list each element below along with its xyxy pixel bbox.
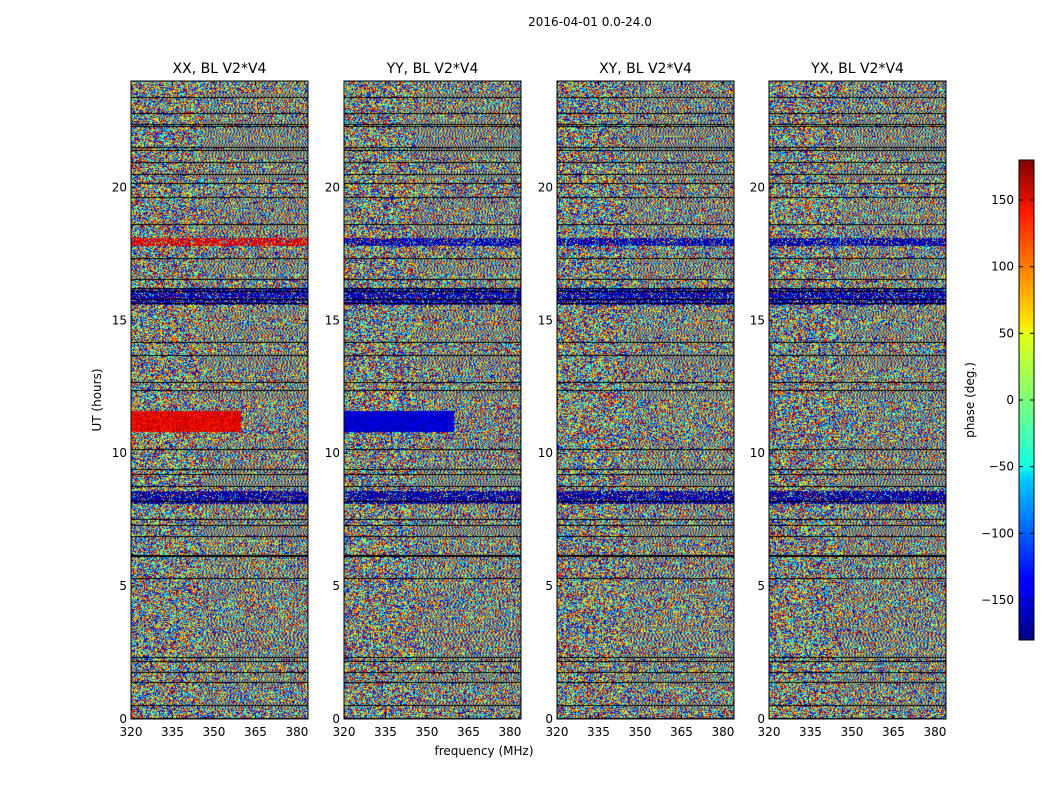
y-tick-label: 15 — [112, 313, 127, 327]
x-tick-label: 380 — [498, 725, 521, 739]
y-tick-label: 10 — [325, 446, 340, 460]
panel-frame — [768, 80, 947, 720]
y-tick-label: 5 — [545, 579, 553, 593]
y-tick-label: 0 — [545, 712, 553, 726]
x-tick-label: 335 — [374, 725, 397, 739]
panel-4: YX, BL V2*V4 320 335 350 365 380 0 5 10 15 20 — [750, 61, 947, 739]
colorbar-tick-label: −150 — [981, 593, 1014, 607]
x-tick-label: 380 — [711, 725, 734, 739]
y-tick-label: 5 — [332, 579, 340, 593]
x-tick-label: 320 — [120, 725, 143, 739]
panel-frame — [343, 80, 522, 720]
y-tick-label: 0 — [332, 712, 340, 726]
heatmap-panel-3 — [557, 81, 734, 719]
colorbar-tick-label: −100 — [981, 526, 1014, 540]
y-tick-label: 15 — [750, 313, 765, 327]
panel-frame — [556, 80, 735, 720]
heatmap-panel-1 — [131, 81, 308, 719]
y-tick-label: 10 — [750, 446, 765, 460]
panel-title: XX, BL V2*V4 — [173, 61, 267, 77]
y-tick-label: 20 — [538, 180, 553, 194]
y-tick-label: 20 — [750, 180, 765, 194]
y-axis-label: UT (hours) — [90, 368, 104, 431]
x-tick-label: 335 — [161, 725, 184, 739]
colorbar-tick-label: 0 — [1006, 393, 1014, 407]
x-tick-label: 380 — [923, 725, 946, 739]
y-tick-label: 10 — [112, 446, 127, 460]
x-tick-label: 335 — [799, 725, 822, 739]
x-tick-label: 365 — [882, 725, 905, 739]
x-tick-label: 350 — [416, 725, 439, 739]
colorbar-label: phase (deg.) — [963, 362, 977, 438]
panel-1: XX, BL V2*V4 320 335 350 365 380 0 5 10 15 20 — [112, 61, 309, 739]
heatmap-panel-4 — [769, 81, 946, 719]
colorbar-tick-label: 150 — [991, 193, 1014, 207]
panel-title: YY, BL V2*V4 — [386, 61, 479, 77]
x-tick-label: 320 — [758, 725, 781, 739]
y-tick-label: 5 — [119, 579, 127, 593]
panel-2: YY, BL V2*V4 320 335 350 365 380 0 5 10 15 20 — [325, 61, 522, 739]
panel-title: XY, BL V2*V4 — [599, 61, 692, 77]
panel-3: XY, BL V2*V4 320 335 350 365 380 0 5 10 15 20 — [538, 61, 735, 739]
y-tick-label: 5 — [757, 579, 765, 593]
x-tick-label: 365 — [457, 725, 480, 739]
panel-frame — [130, 80, 309, 720]
x-tick-label: 350 — [841, 725, 864, 739]
x-tick-label: 350 — [629, 725, 652, 739]
x-tick-label: 335 — [587, 725, 610, 739]
colorbar-ticks: −150 −100 −50 0 50 100 150 — [981, 193, 1034, 607]
x-tick-label: 350 — [203, 725, 226, 739]
y-tick-label: 0 — [119, 712, 127, 726]
y-tick-label: 15 — [325, 313, 340, 327]
colorbar-tick-label: 100 — [991, 260, 1014, 274]
colorbar-tick-label: −50 — [989, 460, 1014, 474]
panel-title: YX, BL V2*V4 — [810, 61, 904, 77]
y-tick-label: 10 — [538, 446, 553, 460]
y-tick-label: 15 — [538, 313, 553, 327]
colorbar-tick-label: 50 — [999, 326, 1014, 340]
x-axis-label: frequency (MHz) — [434, 744, 533, 758]
x-tick-label: 320 — [333, 725, 356, 739]
figure-title: 2016-04-01 0.0-24.0 — [528, 15, 652, 29]
x-tick-label: 380 — [285, 725, 308, 739]
heatmap-panel-2 — [344, 81, 521, 719]
x-tick-label: 365 — [670, 725, 693, 739]
y-tick-label: 20 — [112, 180, 127, 194]
x-tick-label: 320 — [546, 725, 569, 739]
colorbar: −150 −100 −50 0 50 100 150 phase (deg.) — [963, 159, 1035, 641]
y-tick-label: 0 — [757, 712, 765, 726]
x-tick-label: 365 — [244, 725, 267, 739]
y-tick-label: 20 — [325, 180, 340, 194]
